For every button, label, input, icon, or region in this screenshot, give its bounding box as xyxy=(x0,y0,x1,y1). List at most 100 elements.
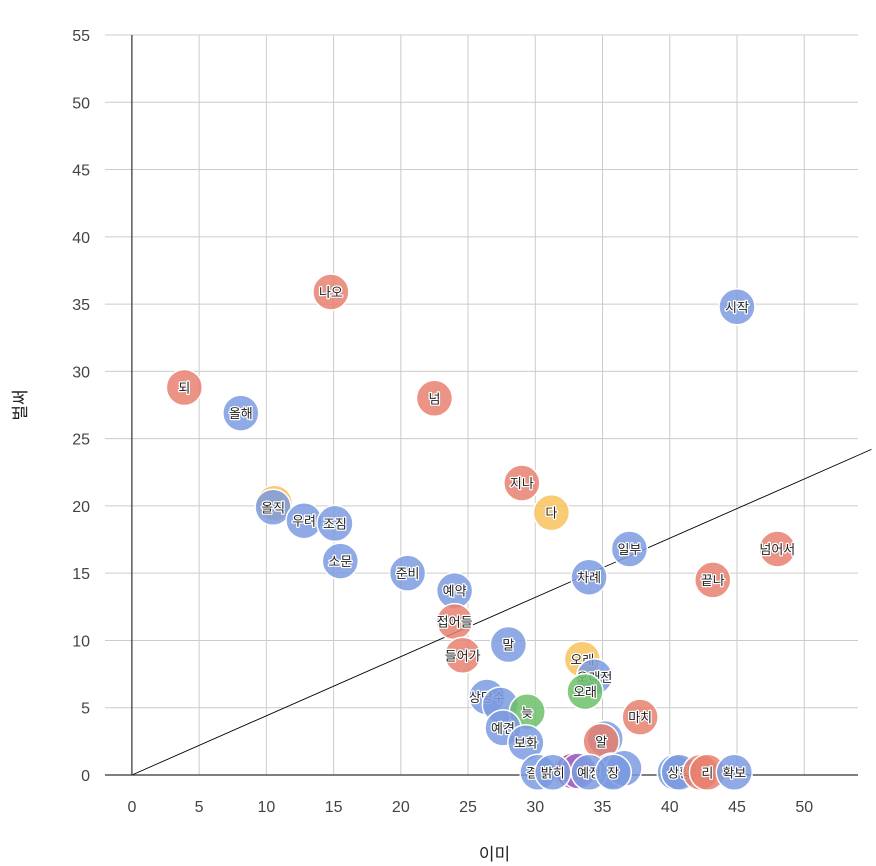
y-tick-label: 40 xyxy=(72,230,90,247)
y-tick-label: 15 xyxy=(72,566,90,583)
point-label: 예약 xyxy=(443,585,467,600)
point-label: 마치 xyxy=(628,711,652,726)
point-label: 접어들 xyxy=(437,616,473,631)
data-point[interactable]: 넘 xyxy=(415,379,454,418)
point-label: 준비 xyxy=(396,567,420,582)
point-label: 들어가 xyxy=(445,649,481,664)
point-bubble xyxy=(694,561,732,599)
y-tick-label: 55 xyxy=(72,28,90,45)
y-tick-label: 0 xyxy=(81,768,90,785)
point-bubble xyxy=(312,273,350,311)
y-tick-label: 5 xyxy=(81,701,90,718)
data-point[interactable]: 일부 xyxy=(610,530,649,568)
data-point[interactable]: 나오 xyxy=(312,273,350,311)
data-point[interactable]: 알 xyxy=(582,722,620,761)
y-axis-title: 벌써 xyxy=(11,389,30,420)
x-tick-label: 20 xyxy=(392,799,410,816)
point-bubble xyxy=(415,379,454,418)
x-axis-title: 이미 xyxy=(479,845,510,864)
reference-line xyxy=(131,448,872,776)
point-bubble xyxy=(165,368,204,407)
point-bubble xyxy=(570,558,608,596)
axes xyxy=(105,35,858,776)
data-point[interactable]: 되 xyxy=(165,368,204,407)
data-point[interactable]: 밝히 xyxy=(534,753,572,792)
point-label: 확보 xyxy=(722,766,746,781)
point-bubble xyxy=(532,493,571,532)
point-label: 넘어서 xyxy=(759,543,795,558)
data-point[interactable]: 조짐 xyxy=(316,504,354,543)
data-point[interactable]: 우려 xyxy=(285,501,323,540)
data-point[interactable]: 넘어서 xyxy=(758,530,797,568)
data-point[interactable]: 들어가 xyxy=(443,636,482,675)
point-label: 소문 xyxy=(328,555,352,570)
data-point[interactable]: 예약 xyxy=(435,571,474,610)
x-tick-label: 25 xyxy=(459,799,477,816)
point-label: 조짐 xyxy=(323,517,347,532)
data-point[interactable]: 올해 xyxy=(222,394,260,432)
x-tick-label: 35 xyxy=(594,799,612,816)
data-point[interactable]: 리 xyxy=(688,753,727,792)
x-tick-label: 10 xyxy=(257,799,275,816)
point-bubble xyxy=(222,394,260,432)
point-label: 늦 xyxy=(521,706,533,721)
grid-lines xyxy=(105,34,858,776)
data-point[interactable]: 준비 xyxy=(388,554,427,592)
data-point[interactable]: 끝나 xyxy=(694,561,732,599)
point-label: 지나 xyxy=(510,477,534,492)
x-tick-label: 50 xyxy=(795,799,813,816)
data-point[interactable]: 확보 xyxy=(715,753,754,792)
y-tick-label: 45 xyxy=(72,163,90,180)
data-point[interactable]: 장 xyxy=(594,753,633,792)
point-bubble xyxy=(718,288,756,326)
y-tick-label: 35 xyxy=(72,297,90,314)
point-bubble xyxy=(758,530,797,568)
point-label: 밝히 xyxy=(541,766,565,781)
point-label: 우려 xyxy=(292,515,316,530)
point-label: 리 xyxy=(701,766,713,781)
tick-labels: 0 5 10 15 20 25 30 35 40 45 50 0 5 10 15 20 25 30 35 40 45 50… xyxy=(72,28,813,816)
x-tick-label: 0 xyxy=(127,799,136,816)
point-label: 오래 xyxy=(573,686,597,701)
point-bubble xyxy=(566,672,604,711)
y-tick-label: 25 xyxy=(72,432,90,449)
point-bubble xyxy=(316,504,354,543)
data-point[interactable]: 지나 xyxy=(503,464,541,502)
data-point[interactable]: 소문 xyxy=(321,542,360,580)
data-point[interactable]: 마치 xyxy=(621,698,659,736)
x-tick-label: 15 xyxy=(325,799,343,816)
point-bubble xyxy=(443,636,482,675)
point-label: 말 xyxy=(502,638,514,653)
y-tick-label: 30 xyxy=(72,364,90,381)
point-bubble xyxy=(388,554,427,592)
point-label: 보화 xyxy=(514,737,538,752)
data-point[interactable]: 차례 xyxy=(570,558,608,596)
y-tick-label: 10 xyxy=(72,633,90,650)
point-bubble xyxy=(321,542,360,580)
x-tick-label: 5 xyxy=(195,799,204,816)
point-label: 올해 xyxy=(229,407,253,422)
point-label: 알 xyxy=(595,735,607,750)
point-label: 시작 xyxy=(725,301,749,316)
point-label: 다 xyxy=(545,507,557,522)
point-label: 장 xyxy=(607,766,619,781)
point-label: 되 xyxy=(178,382,190,397)
point-bubble xyxy=(489,625,528,664)
point-label: 차례 xyxy=(577,571,601,586)
point-label: 올직 xyxy=(261,501,285,516)
x-tick-label: 40 xyxy=(661,799,679,816)
point-bubble xyxy=(621,698,659,736)
trend-line xyxy=(131,448,872,776)
data-point[interactable]: 말 xyxy=(489,625,528,664)
data-point[interactable]: 오래 xyxy=(566,672,604,711)
data-point[interactable]: 보화 xyxy=(507,723,545,762)
x-tick-label: 30 xyxy=(526,799,544,816)
point-bubble xyxy=(610,530,649,568)
data-point[interactable]: 접어들 xyxy=(435,602,474,641)
data-point[interactable]: 시작 xyxy=(718,288,756,326)
data-point[interactable]: 다 xyxy=(532,493,571,532)
point-label: 나오 xyxy=(319,286,343,301)
y-tick-label: 50 xyxy=(72,95,90,112)
data-point[interactable]: 올직 xyxy=(254,488,292,527)
